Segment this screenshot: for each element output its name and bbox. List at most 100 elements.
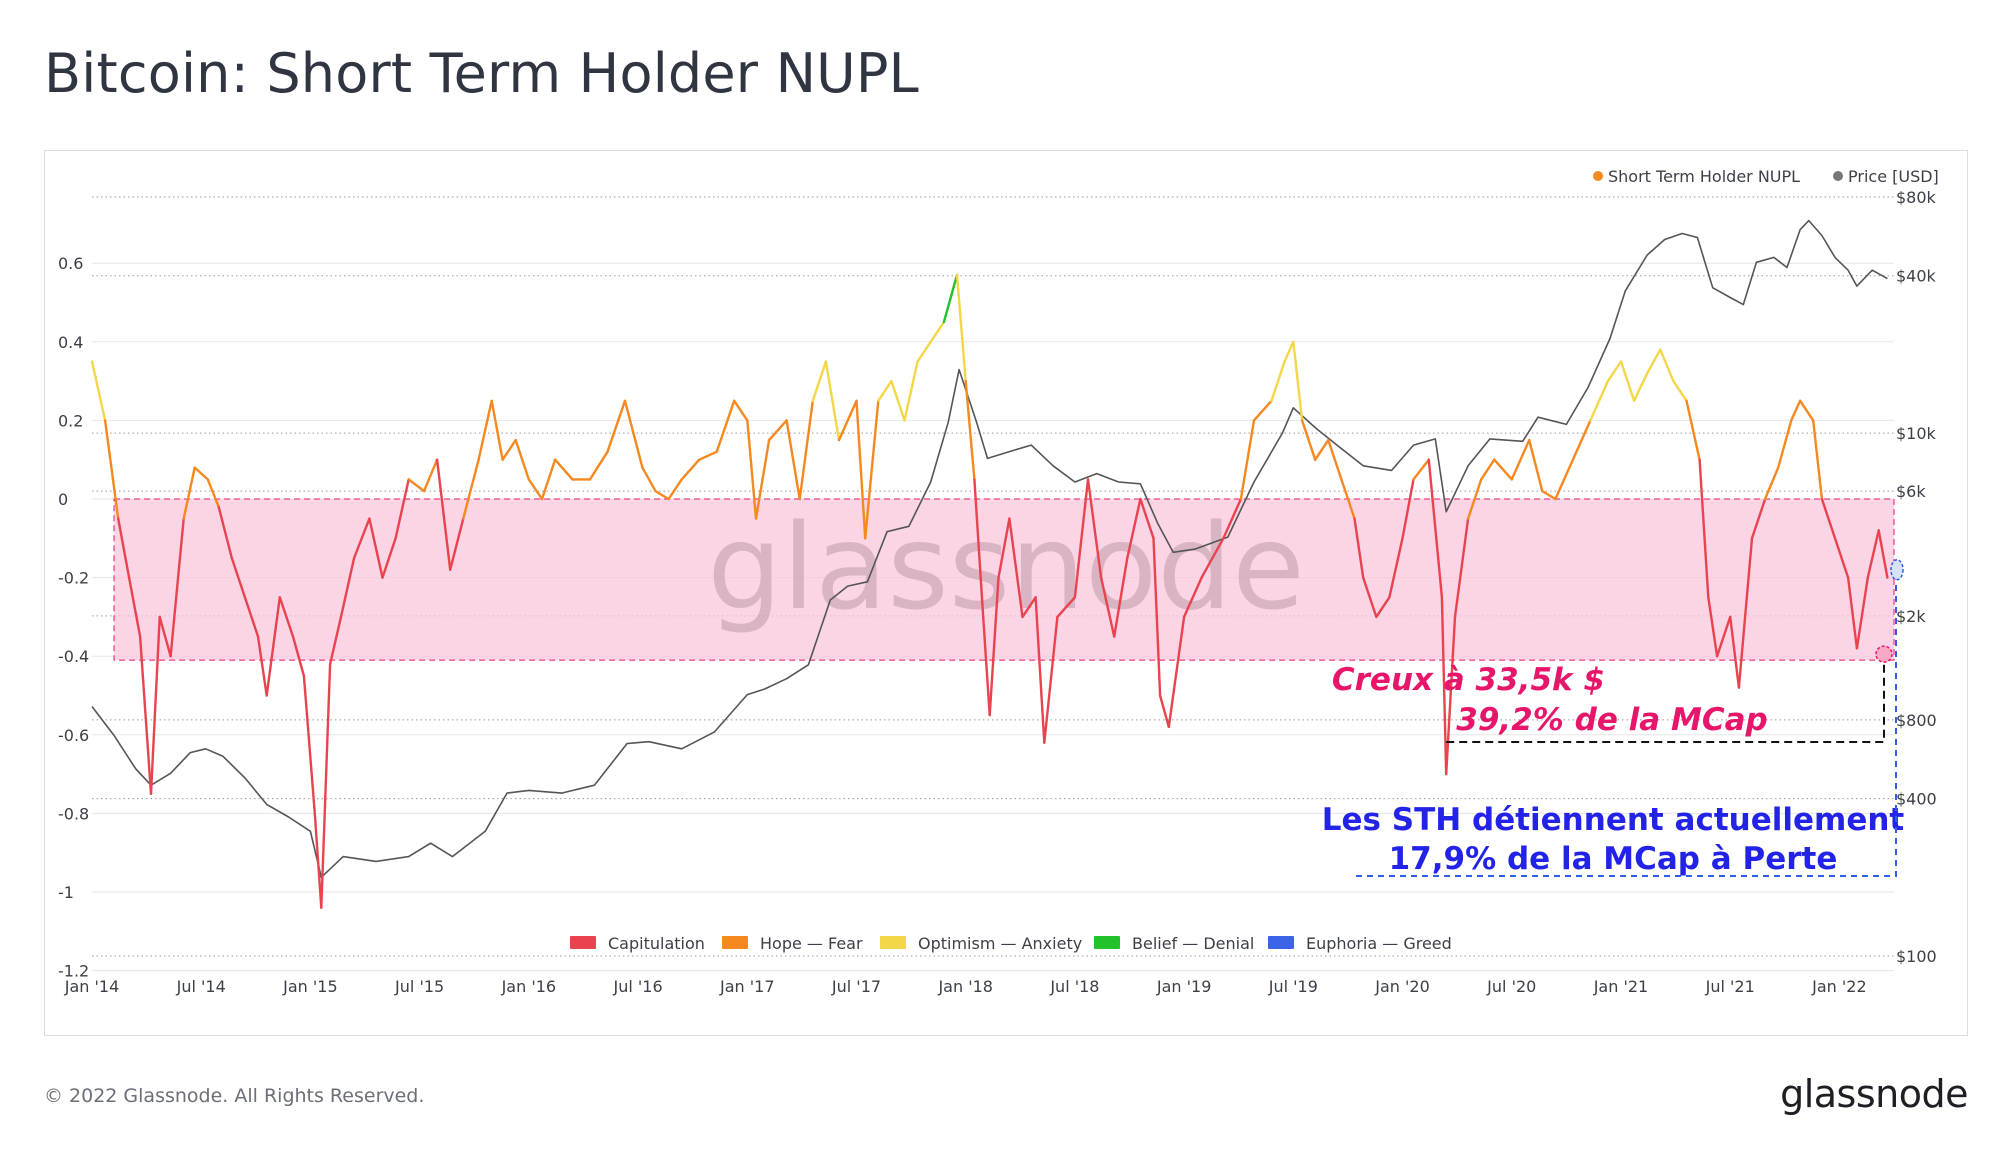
legend-top-marker <box>1833 171 1843 181</box>
nupl-segment <box>217 505 234 560</box>
nupl-segment <box>435 458 452 571</box>
x-tick-label: Jan '16 <box>501 977 557 996</box>
nupl-segment <box>256 635 268 697</box>
x-tick-label: Jul '19 <box>1268 977 1318 996</box>
nupl-segment <box>313 812 323 909</box>
nupl-segment <box>449 517 465 571</box>
nupl-segment <box>746 419 758 520</box>
x-tick-label: Jul '14 <box>176 977 226 996</box>
nupl-segment <box>1728 615 1741 689</box>
nupl-segment <box>1222 497 1243 540</box>
current-marker <box>1890 558 1904 581</box>
nupl-segment <box>1427 458 1444 599</box>
legend-bottom-swatch <box>1094 936 1120 949</box>
nupl-segment <box>837 399 858 442</box>
current-guide-line <box>1356 565 1897 877</box>
y-left-tick-label: 0 <box>58 490 68 509</box>
x-tick-label: Jan '19 <box>1156 977 1212 996</box>
x-tick-label: Jul '15 <box>394 977 444 996</box>
nupl-segment <box>1672 379 1688 402</box>
legend-bottom-swatch <box>1268 936 1294 949</box>
nupl-segment <box>811 360 828 402</box>
nupl-segment <box>1776 419 1793 469</box>
x-tick-label: Jul '21 <box>1705 977 1755 996</box>
y-left-tick-label: -0.6 <box>58 726 89 745</box>
nupl-segment <box>1086 478 1103 579</box>
band-rect <box>113 498 1895 661</box>
nupl-segment <box>1401 478 1415 540</box>
nupl-segment <box>654 489 670 501</box>
legend-top-label: Price [USD] <box>1848 167 1939 186</box>
nupl-segment <box>1283 340 1295 363</box>
chart-frame <box>44 150 1968 1036</box>
nupl-segment <box>462 458 480 520</box>
nupl-segment <box>1099 576 1116 638</box>
nupl-segment <box>1554 458 1575 501</box>
nupl-segment <box>352 517 371 560</box>
y-right-tick-label: $80k <box>1896 188 1937 207</box>
nupl-segment <box>988 576 1000 717</box>
y-right-tick-label: $400 <box>1896 790 1937 809</box>
nupl-segment <box>964 379 976 481</box>
nupl-segment <box>1300 419 1317 461</box>
y-axis-right: $80k $40k $10k $6k $2k $800 $400 $100 <box>1896 188 1937 966</box>
nupl-segment <box>1444 615 1457 776</box>
nupl-segment <box>116 517 131 579</box>
nupl-segment <box>1541 489 1557 501</box>
nupl-segment <box>1589 379 1610 422</box>
nupl-segment <box>715 399 736 453</box>
annotation-low-line2: 39,2% de la MCap <box>1456 702 1767 738</box>
nupl-segment <box>733 399 749 422</box>
nupl-layer <box>90 273 1889 909</box>
nupl-segment <box>527 478 544 501</box>
x-tick-label: Jan '18 <box>937 977 993 996</box>
low-marker <box>1875 645 1893 663</box>
nupl-segment <box>855 399 867 540</box>
nupl-segment <box>490 399 504 461</box>
y-axis-left: 0.6 0.4 0.2 0 -0.2 -0.4 -0.6 -0.8 -1 -1.2 <box>58 254 89 980</box>
y-right-tick-label: $6k <box>1896 482 1926 501</box>
nupl-segment <box>942 273 959 324</box>
nupl-segment <box>767 419 788 442</box>
nupl-segment <box>1811 419 1824 501</box>
annotations: Creux à 33,5k $ 39,2% de la MCap Les STH… <box>1322 558 1905 877</box>
y-right-tick-label: $10k <box>1896 424 1937 443</box>
nupl-segment <box>339 556 356 619</box>
nupl-segment <box>477 399 493 461</box>
nupl-segment <box>1833 537 1850 579</box>
nupl-segment <box>929 320 946 343</box>
nupl-segment <box>1479 458 1496 481</box>
nupl-segment <box>328 615 343 666</box>
annotation-current-line1: Les STH détiennent actuellement <box>1322 802 1905 838</box>
x-tick-label: Jan '22 <box>1811 977 1867 996</box>
nupl-segment <box>1126 497 1142 560</box>
nupl-segment <box>103 419 120 520</box>
legend-bottom-swatch <box>722 936 748 949</box>
legend-bottom-label: Optimism — Anxiety <box>918 934 1082 953</box>
nupl-segment <box>1388 537 1404 599</box>
nupl-segment <box>982 615 991 717</box>
nupl-segment <box>623 399 644 469</box>
nupl-segment <box>1158 694 1171 729</box>
nupl-segment <box>973 478 985 619</box>
nupl-segment <box>1685 399 1701 461</box>
nupl-segment <box>864 399 880 540</box>
nupl-segment <box>1292 340 1304 422</box>
nupl-segment <box>1008 517 1024 619</box>
nupl-segment <box>1877 529 1889 579</box>
legend-top-label: Short Term Holder NUPL <box>1608 167 1800 186</box>
nupl-segment <box>1239 419 1256 501</box>
nupl-segment <box>1763 466 1780 501</box>
nupl-segment <box>877 379 893 402</box>
x-tick-label: Jul '20 <box>1486 977 1536 996</box>
nupl-segment <box>1715 615 1732 658</box>
nupl-segment <box>138 635 153 795</box>
nupl-segment <box>320 662 332 909</box>
nupl-segment <box>1846 576 1859 650</box>
nupl-segment <box>540 458 557 501</box>
y-left-tick-label: 0.4 <box>58 333 83 352</box>
nupl-segment <box>1737 537 1754 689</box>
annotation-low-line1: Creux à 33,5k $ <box>1332 662 1605 698</box>
nupl-segment <box>1412 458 1431 481</box>
price-layer <box>91 219 1888 879</box>
